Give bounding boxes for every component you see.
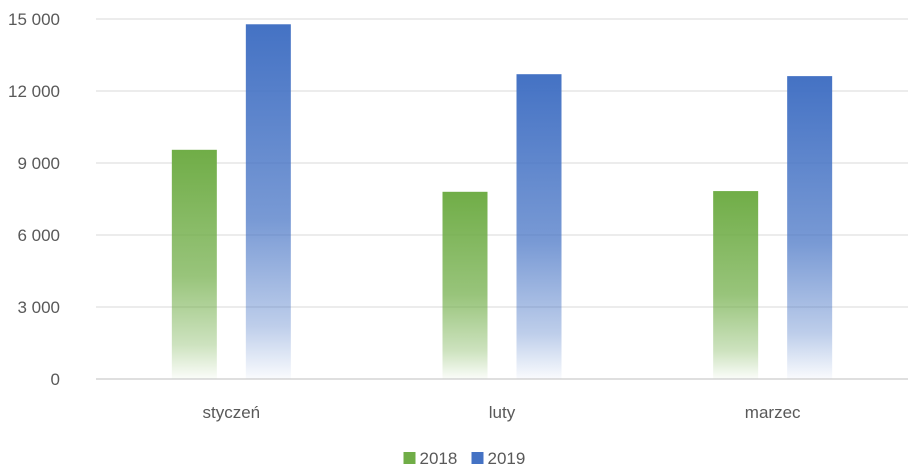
x-axis-tick-labels: styczeń luty marzec [203, 403, 802, 422]
x-tick-label: luty [489, 403, 516, 422]
y-tick-label: 3 000 [17, 298, 60, 317]
bar-2018-luty [442, 191, 488, 379]
y-tick-label: 6 000 [17, 226, 60, 245]
y-tick-label: 9 000 [17, 154, 60, 173]
bar-2019-styczeń [245, 24, 291, 380]
gridlines [96, 18, 908, 308]
x-tick-label: marzec [745, 403, 801, 422]
y-axis-tick-labels: 0 3 000 6 000 9 000 12 000 15 000 [8, 10, 60, 389]
legend-swatch-2019 [471, 452, 484, 464]
y-tick-label: 12 000 [8, 82, 60, 101]
bar-2018-styczeń [171, 149, 217, 379]
bar-2019-luty [516, 74, 562, 379]
bar-2018-marzec [713, 191, 759, 379]
y-tick-label: 15 000 [8, 10, 60, 29]
y-tick-label: 0 [51, 370, 60, 389]
legend-label-2019: 2019 [488, 449, 526, 468]
x-tick-label: styczeń [203, 403, 261, 422]
legend-label-2018: 2018 [420, 449, 458, 468]
legend: 2018 2019 [403, 449, 526, 468]
bar-2019-marzec [787, 76, 833, 380]
legend-swatch-2018 [403, 452, 416, 464]
bars [171, 24, 833, 380]
